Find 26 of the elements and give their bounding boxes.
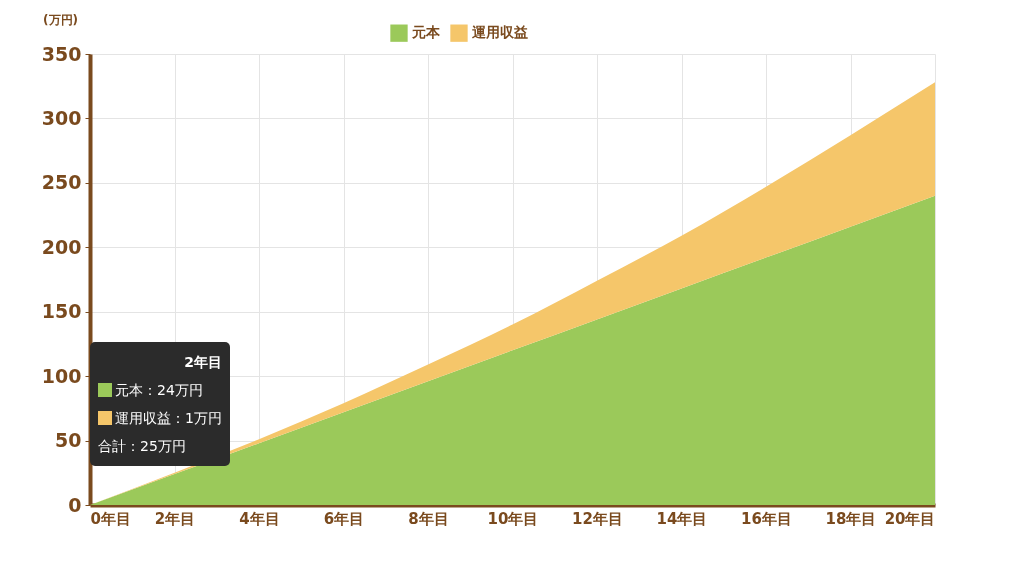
y-tick-label: 250 xyxy=(41,171,82,194)
y-tick-label: 50 xyxy=(55,429,82,452)
y-tick-label: 300 xyxy=(41,106,82,129)
y-tick-label: 200 xyxy=(41,235,82,258)
x-tick-label: 4年目 xyxy=(239,509,280,528)
x-tick-label: 12年目 xyxy=(572,509,623,528)
x-tick-label: 16年目 xyxy=(741,509,792,528)
annotation: 合計：25万円 xyxy=(98,437,187,456)
annotation: 運用収益：1万円 xyxy=(114,409,222,428)
annotation: 元本：24万円 xyxy=(114,381,204,400)
x-tick-label: 14年目 xyxy=(656,509,708,528)
y-tick-label: 0 xyxy=(68,493,82,516)
y-tick-label: 100 xyxy=(41,364,82,387)
legend-label: 元本 xyxy=(411,24,441,41)
x-tick-label: 2年目 xyxy=(154,509,196,528)
x-tick-label: 20年目 xyxy=(884,509,936,528)
x-tick-label: 18年目 xyxy=(825,509,877,528)
annotation: 2年目 xyxy=(183,353,222,372)
x-tick-label: 0年目 xyxy=(90,509,131,528)
x-tick-label: 6年目 xyxy=(323,509,365,528)
y-axis-title: (万円) xyxy=(43,12,78,27)
y-tick-label: 150 xyxy=(41,300,82,323)
x-tick-label: 10年目 xyxy=(487,509,539,528)
y-tick-label: 350 xyxy=(41,42,82,65)
legend-label: 運用収益 xyxy=(471,24,528,41)
x-tick-label: 8年目 xyxy=(408,509,449,528)
